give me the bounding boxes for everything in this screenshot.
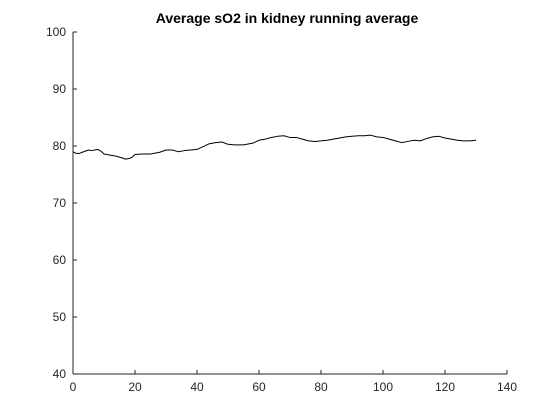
y-tick-label: 60	[53, 253, 67, 267]
x-tick-label: 100	[373, 380, 393, 394]
x-tick-label: 40	[190, 380, 204, 394]
y-tick-label: 40	[53, 367, 67, 381]
x-tick-label: 20	[128, 380, 142, 394]
x-tick-label: 80	[314, 380, 328, 394]
y-tick-label: 70	[53, 196, 67, 210]
series-line	[73, 135, 476, 159]
y-tick-label: 100	[46, 25, 66, 39]
axes: 0 20 40 60 80 100 120 140 40 50 60 70 80 90 100	[46, 25, 517, 394]
x-tick-label: 60	[252, 380, 266, 394]
chart-title: Average sO2 in kidney running average	[156, 10, 419, 26]
y-tick-label: 50	[53, 310, 67, 324]
y-tick-label: 80	[53, 139, 67, 153]
x-tick-label: 0	[70, 380, 77, 394]
x-tick-label: 120	[435, 380, 455, 394]
series-layer	[73, 135, 476, 159]
y-tick-label: 90	[53, 82, 67, 96]
x-tick-label: 140	[497, 380, 517, 394]
